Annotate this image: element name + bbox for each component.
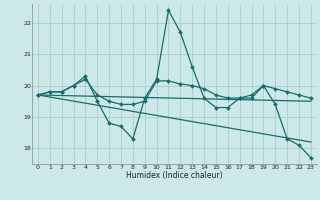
X-axis label: Humidex (Indice chaleur): Humidex (Indice chaleur) xyxy=(126,171,223,180)
